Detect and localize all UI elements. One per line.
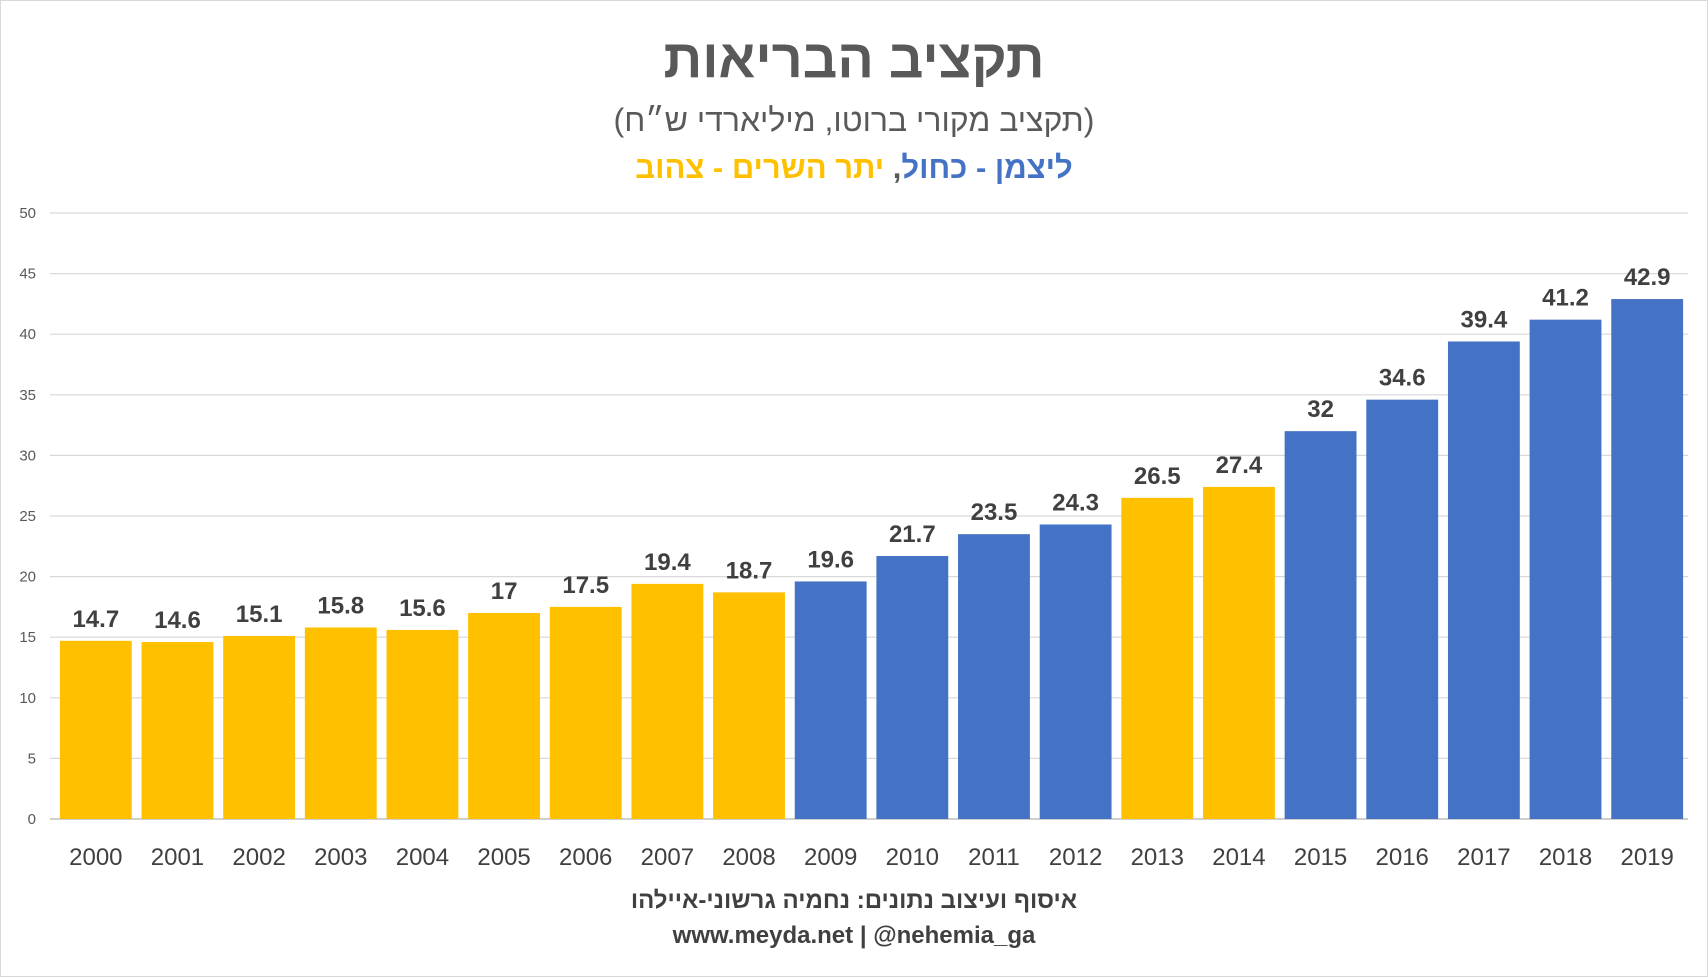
bar-2018: [1529, 319, 1602, 819]
x-tick-label-2013: 2013: [1131, 844, 1184, 871]
data-label-2004: 15.6: [399, 595, 446, 622]
y-tick-label: 15: [19, 629, 36, 646]
x-axis-labels: 2000 2001 2002 2003 2004 2005 2006 2007 2008 2009…: [69, 844, 1674, 871]
x-tick-label-2010: 2010: [886, 844, 939, 871]
data-label-2002: 15.1: [236, 601, 283, 628]
x-tick-label-2000: 2000: [69, 844, 122, 871]
x-tick-label-2007: 2007: [641, 844, 694, 871]
data-label-2003: 15.8: [317, 593, 364, 620]
x-tick-label-2006: 2006: [559, 844, 612, 871]
data-label-2014: 27.4: [1216, 452, 1263, 479]
data-label-2010: 21.7: [889, 521, 936, 548]
y-tick-label: 45: [19, 266, 36, 283]
x-tick-label-2011: 2011: [968, 844, 1020, 871]
bar-2004: [386, 629, 459, 819]
bar-2006: [549, 606, 622, 819]
data-label-2016: 34.6: [1379, 365, 1426, 392]
x-tick-label-2016: 2016: [1376, 844, 1429, 871]
bar-2007: [631, 583, 704, 819]
data-label-2017: 39.4: [1461, 306, 1508, 333]
x-tick-label-2003: 2003: [314, 844, 367, 871]
x-tick-label-2019: 2019: [1620, 844, 1673, 871]
data-label-2013: 26.5: [1134, 463, 1181, 490]
data-labels: 14.7 14.6 15.1 15.8 15.6 17 17.5 19.4 18.7 19.6 21…: [72, 264, 1670, 634]
bar-2015: [1284, 431, 1357, 819]
data-label-2001: 14.6: [154, 607, 201, 634]
y-tick-label: 50: [19, 205, 36, 222]
gridlines: [50, 212, 1688, 820]
y-tick-label: 20: [19, 569, 36, 586]
bar-2003: [304, 627, 377, 819]
bar-2001: [141, 642, 214, 819]
legend: ליצמן - כחול, יתר השרים - צהוב: [0, 150, 1708, 186]
bar-2014: [1202, 486, 1275, 819]
data-label-2011: 23.5: [971, 499, 1018, 526]
bar-2019: [1611, 299, 1684, 819]
chart-subtitle: (תקציב מקורי ברוטו, מיליארדי ש״ח): [613, 102, 1095, 138]
bar-2005: [468, 612, 541, 819]
bar-2008: [713, 592, 785, 819]
bar-2012: [1039, 524, 1112, 819]
x-tick-label-2018: 2018: [1539, 844, 1592, 871]
x-tick-label-2001: 2001: [151, 844, 204, 871]
y-tick-label: 10: [19, 690, 36, 707]
x-tick-label-2005: 2005: [477, 844, 530, 871]
bar-2002: [223, 635, 296, 819]
x-tick-label-2002: 2002: [232, 844, 285, 871]
y-tick-label: 40: [19, 326, 36, 343]
x-tick-label-2014: 2014: [1212, 844, 1265, 871]
bar-2011: [958, 534, 1030, 819]
legend-separator: ,: [884, 150, 902, 185]
data-label-2005: 17: [491, 578, 518, 605]
bar-2016: [1366, 399, 1439, 819]
bars: [59, 299, 1684, 819]
data-label-2008: 18.7: [726, 557, 773, 584]
data-label-2007: 19.4: [644, 549, 691, 576]
data-label-2000: 14.7: [72, 606, 119, 633]
data-label-2009: 19.6: [807, 546, 854, 573]
credit-links: www.meyda.net | @nehemia_ga: [672, 922, 1036, 949]
y-tick-label: 30: [19, 447, 36, 464]
x-tick-label-2015: 2015: [1294, 844, 1347, 871]
x-tick-label-2017: 2017: [1457, 844, 1510, 871]
y-tick-label: 25: [19, 508, 36, 525]
bar-2017: [1447, 341, 1520, 819]
y-axis-ticks: 0 5 10 15 20 25 30 35 40 45 50: [19, 205, 36, 828]
x-tick-label-2012: 2012: [1049, 844, 1102, 871]
data-label-2018: 41.2: [1542, 285, 1589, 312]
x-tick-label-2004: 2004: [396, 844, 449, 871]
y-tick-label: 0: [28, 811, 36, 828]
data-label-2012: 24.3: [1052, 489, 1099, 516]
x-tick-label-2008: 2008: [722, 844, 775, 871]
y-tick-label: 5: [28, 750, 36, 767]
data-label-2015: 32: [1307, 396, 1334, 423]
data-label-2019: 42.9: [1624, 264, 1671, 291]
x-tick-label-2009: 2009: [804, 844, 857, 871]
legend-item-yellow: יתר השרים - צהוב: [635, 150, 885, 185]
bar-2000: [59, 640, 132, 819]
bar-2013: [1121, 497, 1194, 819]
legend-item-blue: ליצמן - כחול: [901, 150, 1073, 185]
chart-title: תקציב הבריאות: [663, 29, 1045, 89]
data-label-2006: 17.5: [562, 572, 609, 599]
y-tick-label: 35: [19, 387, 36, 404]
bar-2010: [876, 555, 949, 819]
credit-line: איסוף ועיצוב נתונים: נחמיה גרשוני-איילהו: [630, 887, 1078, 914]
bar-2009: [794, 581, 867, 819]
